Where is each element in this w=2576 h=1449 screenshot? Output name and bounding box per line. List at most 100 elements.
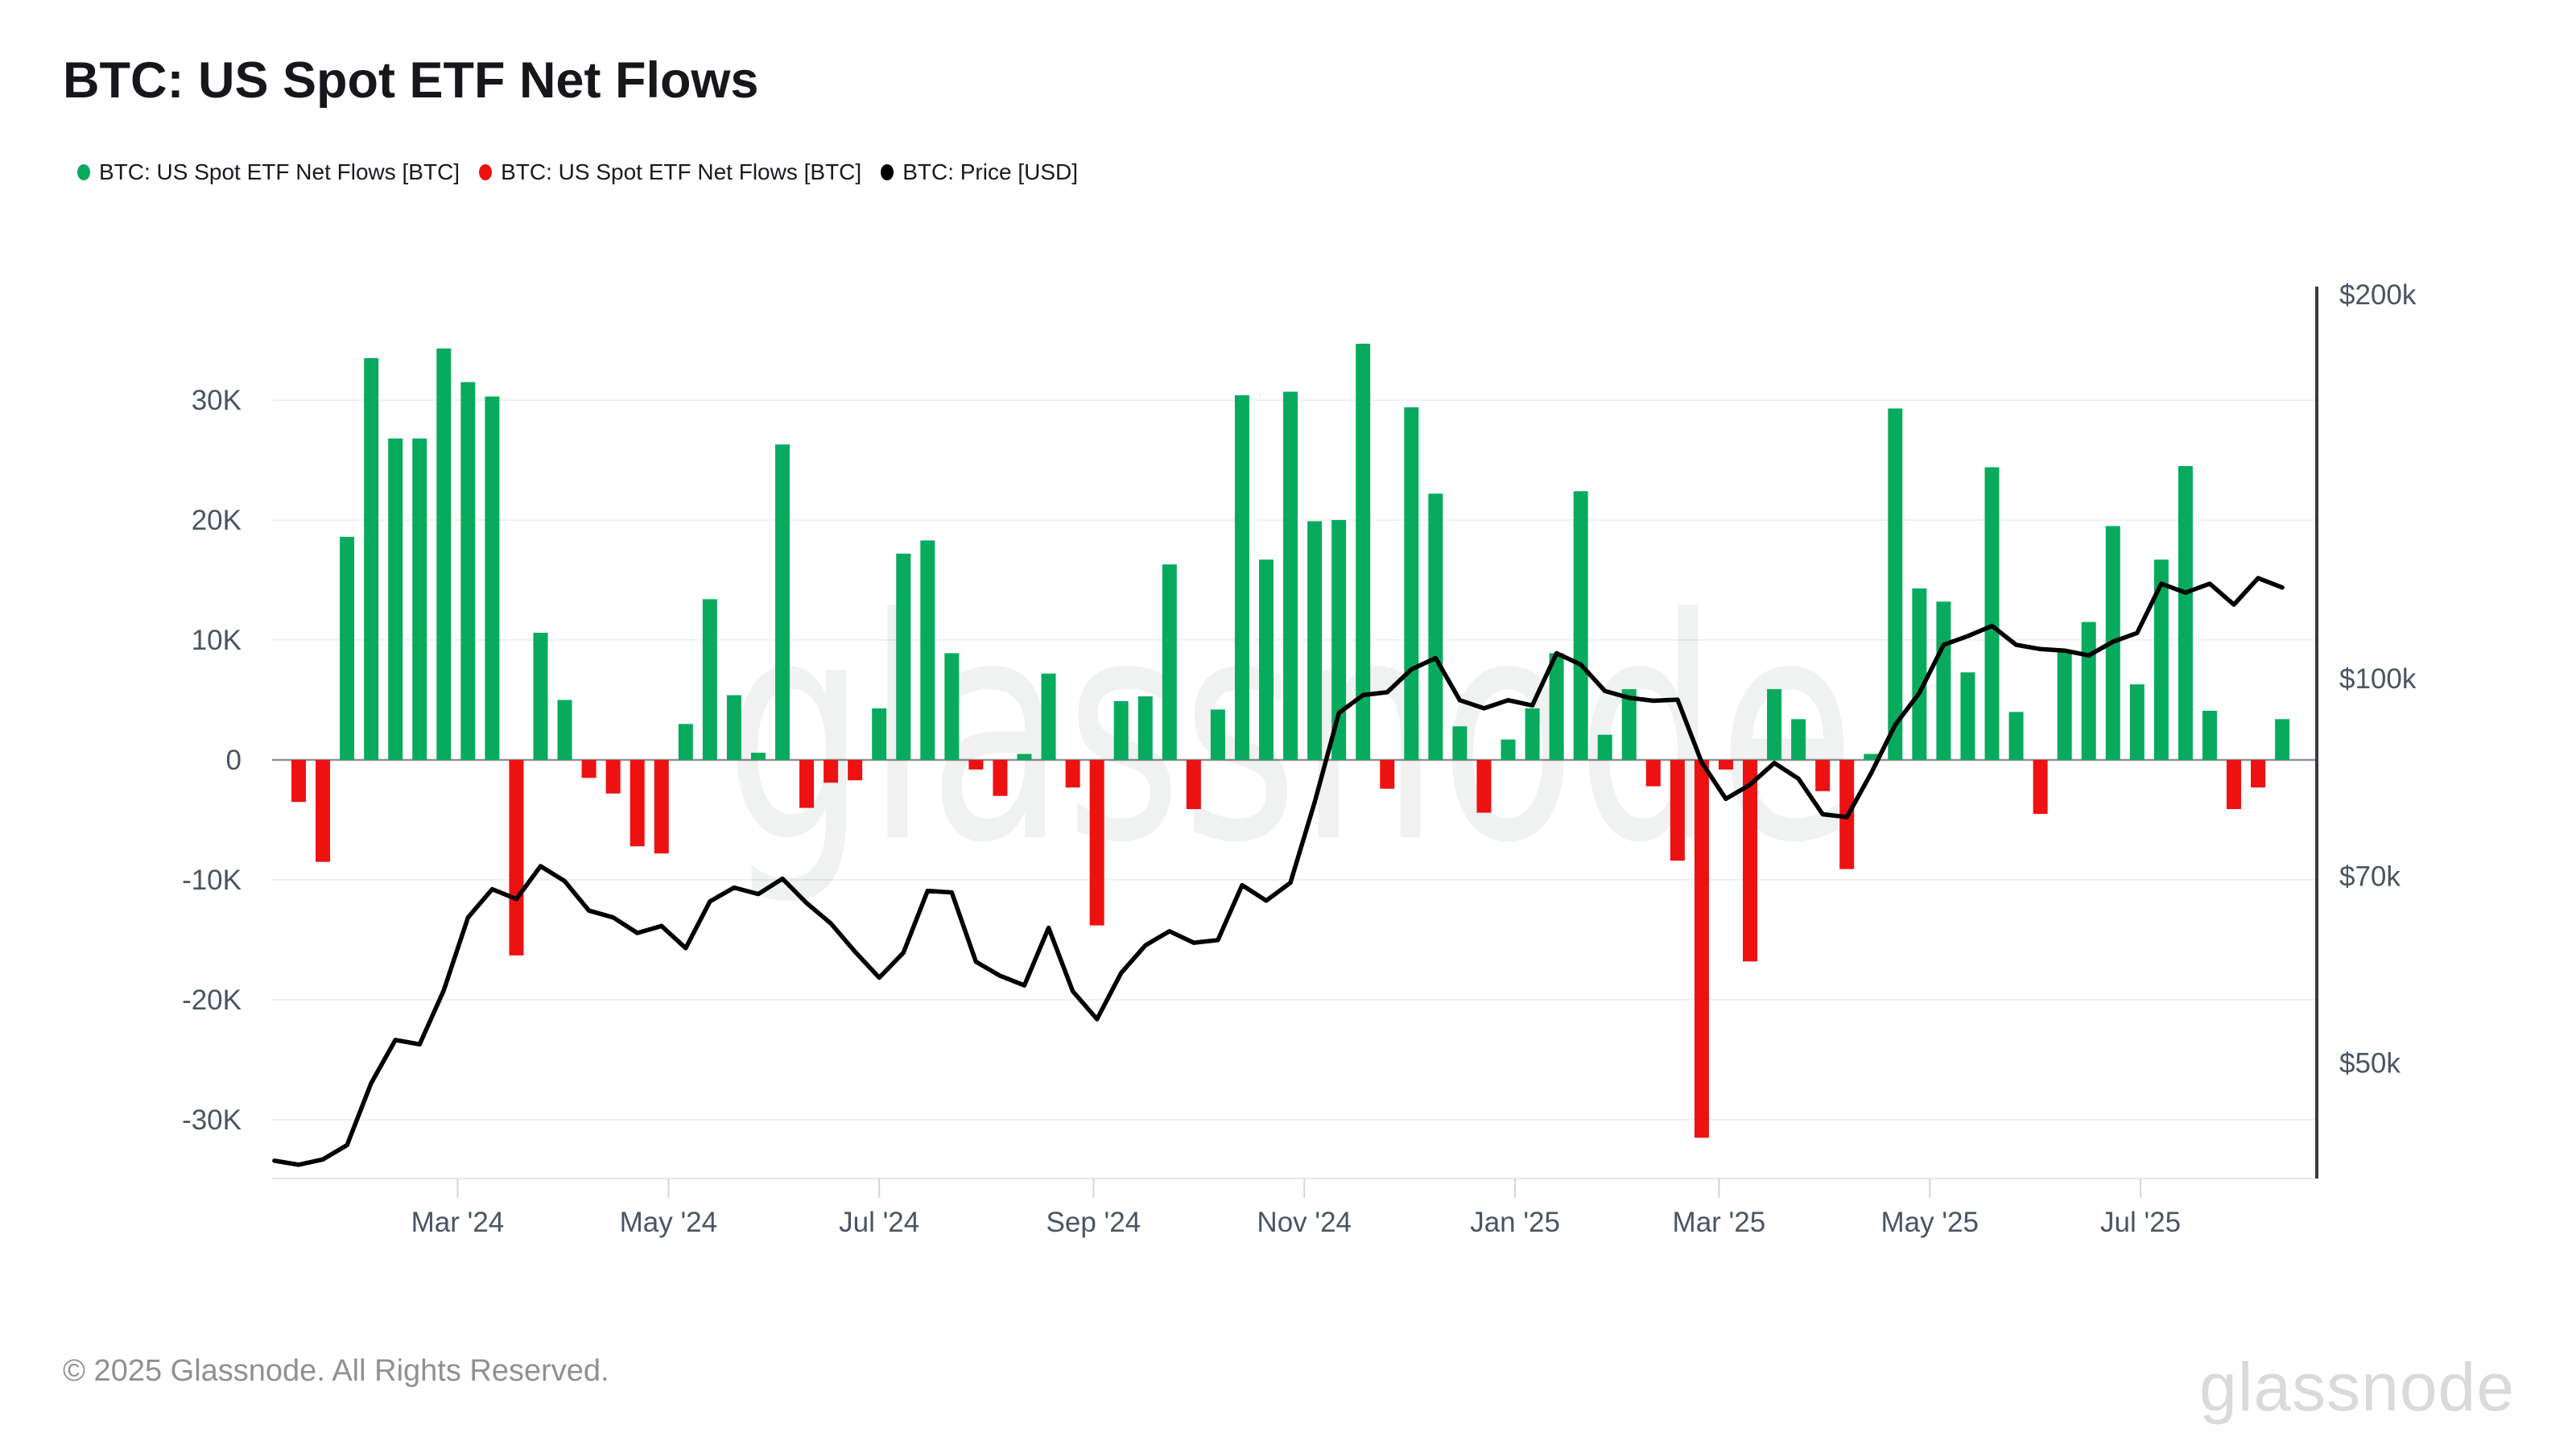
flow-bar-positive [1017,753,1032,760]
flow-bar-positive [678,724,693,760]
flow-bar-positive [1404,407,1419,760]
flow-bar-positive [2081,621,2096,760]
x-axis-tick-label: Mar '24 [411,1207,505,1238]
flow-bar-positive [702,599,717,760]
legend-dot-red-icon [479,164,493,180]
legend-item-price[interactable]: BTC: Price [USD] [881,159,1078,185]
flow-bar-positive [1960,672,1975,760]
left-axis-tick-label: 30K [192,385,242,416]
flow-bar-negative [2251,760,2266,788]
flow-bar-positive [2202,710,2217,760]
flow-bar-positive [1234,395,1249,760]
flow-bar-positive [460,382,476,760]
flow-bar-positive [2008,712,2024,760]
legend-dot-black-icon [881,164,894,180]
legend: BTC: US Spot ETF Net Flows [BTC] BTC: US… [77,159,1097,185]
flow-bar-negative [1476,760,1492,813]
flow-bar-positive [436,348,452,760]
flow-bar-positive [750,753,766,760]
flow-bar-positive [1259,559,1274,760]
flow-bar-positive [388,438,403,760]
flow-bar-negative [1718,760,1733,770]
flow-bar-positive [726,695,741,760]
flow-bar-negative [799,760,815,808]
flow-bar-positive [2275,719,2290,760]
flow-bar-negative [291,760,306,803]
flow-bar-positive [1936,601,1951,760]
right-axis-tick-label: $50k [2339,1047,2401,1079]
flow-bar-positive [1210,709,1225,760]
copyright-text: © 2025 Glassnode. All Rights Reserved. [63,1354,609,1388]
flow-bar-negative [630,760,645,847]
legend-item-netflows-positive[interactable]: BTC: US Spot ETF Net Flows [BTC] [77,159,460,185]
flow-bar-positive [896,553,911,760]
flow-bar-positive [340,536,355,760]
flow-bar-negative [1089,760,1104,926]
flow-bar-negative [1186,760,1201,810]
x-axis-tick-label: Jan '25 [1470,1207,1560,1238]
legend-label: BTC: US Spot ETF Net Flows [BTC] [501,159,862,184]
flow-bar-negative [968,760,984,770]
flow-bar-positive [1525,708,1540,760]
x-axis-tick-label: Jul '24 [839,1207,919,1238]
flow-bar-positive [1428,493,1443,760]
legend-label: BTC: Price [USD] [902,159,1078,184]
flow-bar-positive [775,444,790,760]
flow-bar-negative [1065,760,1080,788]
flow-bar-negative [1645,760,1661,786]
flow-bar-positive [1864,753,1879,760]
flow-bar-negative [1815,760,1831,791]
flow-bar-negative [1380,760,1395,789]
flow-bar-positive [1573,491,1588,760]
flow-bar-negative [1670,760,1685,861]
page-title: BTC: US Spot ETF Net Flows [63,52,759,109]
flow-bar-positive [872,708,887,760]
flow-bar-positive [1162,564,1177,760]
flow-bar-positive [1452,726,1468,760]
flow-bar-positive [1113,700,1129,760]
legend-label: BTC: US Spot ETF Net Flows [BTC] [99,159,460,184]
flow-bar-positive [1888,408,1903,760]
flow-bar-negative [581,760,597,778]
left-axis-tick-label: -30K [182,1104,242,1136]
right-axis-tick-label: $100k [2339,663,2417,695]
flow-bar-negative [509,760,524,956]
flow-bar-positive [2129,684,2145,760]
flow-bar-negative [2227,760,2241,810]
flow-bar-positive [1767,689,1782,760]
right-axis-tick-label: $70k [2339,861,2401,893]
flow-bar-positive [412,438,427,760]
flow-bar-positive [1331,520,1347,760]
legend-dot-green-icon [77,164,90,180]
flow-bar-positive [1791,719,1806,760]
flow-bar-positive [1283,391,1298,760]
left-axis-tick-label: -10K [182,865,242,896]
left-axis-tick-label: 10K [192,625,242,656]
x-axis-tick-label: Sep '24 [1046,1207,1141,1238]
flow-bar-positive [1041,673,1056,760]
right-axis-tick-label: $200k [2339,279,2417,311]
flow-bar-positive [2178,465,2193,760]
flow-bar-positive [920,540,935,760]
flow-bar-negative [824,760,839,783]
x-axis-tick-label: Nov '24 [1257,1207,1352,1238]
x-axis-tick-label: May '25 [1880,1207,1978,1238]
x-axis-tick-label: Jul '25 [2100,1207,2181,1238]
flow-bar-positive [1621,689,1637,760]
flow-bar-positive [1356,343,1371,761]
flow-bar-negative [605,760,621,794]
flow-bar-negative [993,760,1008,796]
glassnode-logo: glassnode [2199,1349,2515,1425]
left-axis-tick-label: -20K [182,985,242,1016]
x-axis-tick-label: May '24 [620,1207,717,1238]
flow-bar-positive [1597,734,1612,760]
flow-bar-positive [364,357,379,760]
flow-bar-positive [2057,651,2072,760]
legend-item-netflows-negative[interactable]: BTC: US Spot ETF Net Flows [BTC] [479,159,861,185]
flow-bar-positive [485,396,500,760]
flow-bar-positive [1307,521,1323,760]
flow-bar-negative [316,760,331,862]
flow-bar-positive [557,700,572,760]
flow-bar-positive [1912,588,1927,760]
